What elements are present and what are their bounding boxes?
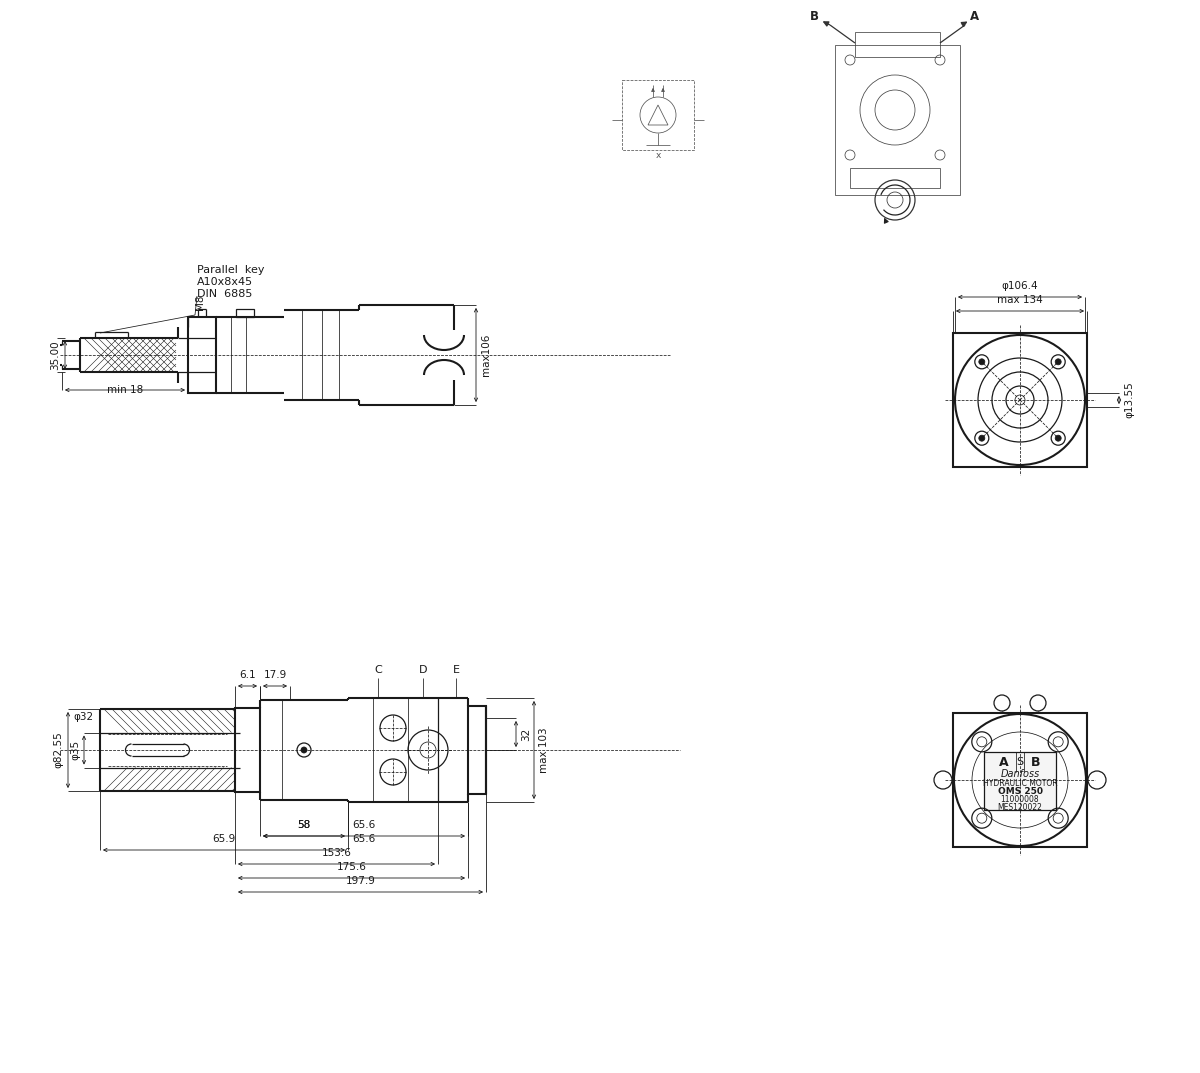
Text: φ13.55: φ13.55 [1124,382,1134,418]
Text: B: B [810,10,818,23]
Bar [953,712,1087,847]
Circle shape [979,436,985,441]
Bar [468,706,486,794]
Bar [188,317,216,393]
Text: D: D [419,665,427,675]
Text: 65.6: 65.6 [353,820,376,831]
Text: 32: 32 [521,727,530,740]
Text: x: x [655,150,661,160]
Text: 175.6: 175.6 [336,862,366,872]
Bar [622,80,694,150]
Bar [236,309,254,317]
Text: φ106.4: φ106.4 [1002,281,1038,291]
Text: S: S [1016,756,1024,767]
Text: B: B [1031,755,1040,768]
Text: Parallel  key: Parallel key [197,265,264,275]
Text: 6.1: 6.1 [239,670,256,680]
Bar [850,168,940,188]
Bar [854,32,940,57]
Text: 11000008: 11000008 [1001,795,1039,805]
Text: A: A [1000,755,1009,768]
Text: 58: 58 [298,820,311,831]
Circle shape [979,358,985,365]
Text: 65.6: 65.6 [353,834,376,844]
Text: M8: M8 [194,294,205,310]
Text: A10x8x45: A10x8x45 [197,277,253,286]
Text: HYDRAULIC MOTOR: HYDRAULIC MOTOR [983,779,1057,789]
Text: max 134: max 134 [997,295,1043,305]
Text: OMS 250: OMS 250 [997,788,1043,796]
Bar [835,45,960,195]
Circle shape [1055,436,1061,441]
Text: max 103: max 103 [539,727,550,773]
Text: φ35: φ35 [70,740,80,760]
Circle shape [1055,358,1061,365]
Text: 197.9: 197.9 [346,876,376,886]
Text: min 18: min 18 [107,385,143,395]
Text: E: E [452,665,460,675]
Text: max106: max106 [481,334,491,377]
Bar [953,333,1087,467]
Bar [235,708,260,792]
Text: 35.00: 35.00 [50,340,60,370]
Text: 153.6: 153.6 [322,848,352,858]
Bar [984,752,1056,810]
Circle shape [301,747,307,753]
Text: φ82.55: φ82.55 [53,732,64,768]
Text: MES120022: MES120022 [997,804,1043,812]
Text: 58: 58 [298,820,311,831]
Text: C: C [374,665,382,675]
Text: A: A [971,10,979,23]
Text: Danfoss: Danfoss [1001,769,1039,779]
Text: DIN  6885: DIN 6885 [197,289,252,299]
Text: φ32: φ32 [74,711,94,721]
Text: 17.9: 17.9 [263,670,287,680]
Text: 65.9: 65.9 [212,834,235,844]
